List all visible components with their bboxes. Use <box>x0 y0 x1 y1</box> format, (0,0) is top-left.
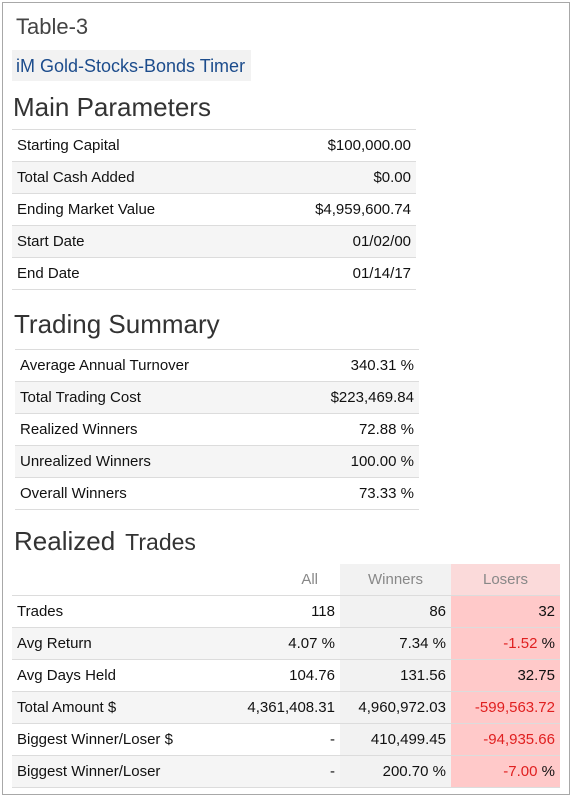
cell-all: - <box>227 723 340 756</box>
row-value: 01/14/17 <box>247 257 416 290</box>
row-label: Total Trading Cost <box>15 381 281 414</box>
main-parameters-table: Starting Capital $100,000.00 Total Cash A… <box>12 129 416 290</box>
cell-winners: 131.56 <box>340 659 451 692</box>
trading-summary-table: Average Annual Turnover 340.31 % Total Tr… <box>15 349 419 510</box>
table-row: Unrealized Winners 100.00 % <box>15 445 419 478</box>
row-label: Biggest Winner/Loser $ <box>12 723 227 756</box>
cell-all: 4.07 % <box>227 627 340 660</box>
table-title: Table-3 <box>16 14 89 39</box>
row-value: 72.88 % <box>280 413 419 446</box>
row-label: Biggest Winner/Loser <box>12 755 227 788</box>
cell-winners: 7.34 % <box>340 627 451 660</box>
column-header-losers: Losers <box>451 564 560 596</box>
losers-value: -1.52 <box>503 635 538 652</box>
row-label: Trades <box>12 595 227 628</box>
table-row: Starting Capital $100,000.00 <box>12 129 416 162</box>
row-label: Overall Winners <box>15 477 281 510</box>
trades-heading-part: Trades <box>125 529 196 555</box>
realized-heading-part: Realized <box>14 526 116 556</box>
row-value: $100,000.00 <box>247 129 416 162</box>
cell-losers: 32.75 <box>451 659 560 692</box>
row-label: Total Cash Added <box>12 161 248 194</box>
row-value: $223,469.84 <box>280 381 419 414</box>
table-row: End Date 01/14/17 <box>12 257 416 290</box>
row-value: 100.00 % <box>280 445 419 478</box>
row-value: $4,959,600.74 <box>247 193 416 226</box>
table-header-row: All Winners Losers <box>12 564 560 596</box>
table-row: Biggest Winner/Loser $ - 410,499.45 -94,… <box>12 723 560 756</box>
cell-all: 118 <box>227 595 340 628</box>
row-label: End Date <box>12 257 248 290</box>
table-row: Avg Return 4.07 % 7.34 % -1.52 % <box>12 627 560 660</box>
losers-value: -7.00 <box>503 763 538 780</box>
table-row: Start Date 01/02/00 <box>12 225 416 258</box>
table-row: Avg Days Held 104.76 131.56 32.75 <box>12 659 560 692</box>
row-label: Starting Capital <box>12 129 248 162</box>
table-row: Overall Winners 73.33 % <box>15 477 419 510</box>
table-row: Average Annual Turnover 340.31 % <box>15 349 419 382</box>
percent-suffix: % <box>537 763 555 780</box>
cell-winners: 86 <box>340 595 451 628</box>
cell-all: - <box>227 755 340 788</box>
row-value: 01/02/00 <box>247 225 416 258</box>
column-header-blank <box>12 564 227 596</box>
trading-summary-heading: Trading Summary <box>14 309 220 339</box>
percent-suffix: % <box>537 635 555 652</box>
table-row: Trades 118 86 32 <box>12 595 560 628</box>
row-value: 73.33 % <box>280 477 419 510</box>
table-row: Biggest Winner/Loser - 200.70 % -7.00 % <box>12 755 560 788</box>
cell-losers: -599,563.72 <box>451 691 560 724</box>
table-row: Total Trading Cost $223,469.84 <box>15 381 419 414</box>
cell-losers: -1.52 % <box>451 627 560 660</box>
cell-winners: 4,960,972.03 <box>340 691 451 724</box>
main-parameters-heading: Main Parameters <box>13 92 211 122</box>
cell-losers: -94,935.66 <box>451 723 560 756</box>
cell-all: 104.76 <box>227 659 340 692</box>
cell-all: 4,361,408.31 <box>227 691 340 724</box>
row-label: Avg Days Held <box>12 659 227 692</box>
row-label: Average Annual Turnover <box>15 349 281 382</box>
table-row: Realized Winners 72.88 % <box>15 413 419 446</box>
realized-trades-heading: Realized Trades <box>14 526 196 557</box>
cell-losers: -7.00 % <box>451 755 560 788</box>
row-label: Realized Winners <box>15 413 281 446</box>
cell-winners: 410,499.45 <box>340 723 451 756</box>
realized-trades-table: All Winners Losers Trades 118 86 32 Avg … <box>12 564 560 788</box>
row-label: Unrealized Winners <box>15 445 281 478</box>
cell-winners: 200.70 % <box>340 755 451 788</box>
row-label: Total Amount $ <box>12 691 227 724</box>
column-header-winners: Winners <box>340 564 451 596</box>
row-label: Ending Market Value <box>12 193 248 226</box>
table-row: Total Amount $ 4,361,408.31 4,960,972.03… <box>12 691 560 724</box>
cell-losers: 32 <box>451 595 560 628</box>
column-header-all: All <box>301 571 318 588</box>
row-label: Avg Return <box>12 627 227 660</box>
strategy-name[interactable]: iM Gold-Stocks-Bonds Timer <box>12 50 252 81</box>
row-value: 340.31 % <box>280 349 419 382</box>
row-value: $0.00 <box>247 161 416 194</box>
table-row: Ending Market Value $4,959,600.74 <box>12 193 416 226</box>
row-label: Start Date <box>12 225 248 258</box>
table-row: Total Cash Added $0.00 <box>12 161 416 194</box>
